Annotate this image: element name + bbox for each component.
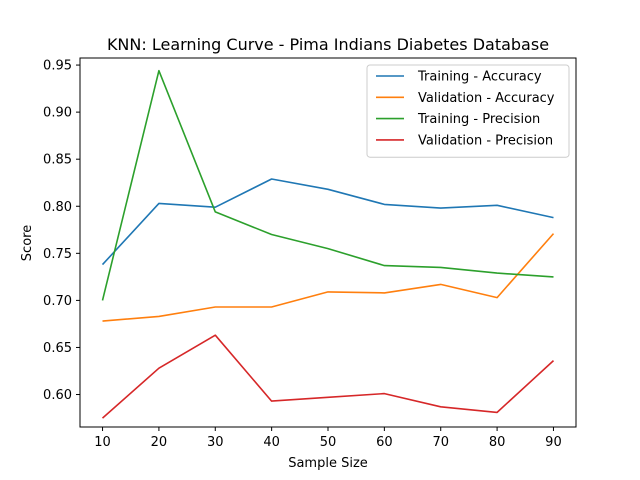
series-line-1 (101, 178, 554, 266)
chart-title: KNN: Learning Curve - Pima Indians Diabe… (107, 35, 549, 54)
y-axis-label: Score (20, 225, 35, 261)
x-tick-label: 30 (207, 435, 224, 450)
series-line-2 (102, 233, 555, 322)
y-tick-label: 0.90 (43, 106, 72, 121)
legend-label: Validation - Precision (418, 133, 553, 148)
y-tick-label: 0.70 (43, 294, 72, 309)
x-tick-label: 20 (151, 435, 168, 450)
x-tick-label: 80 (489, 435, 506, 450)
legend-label: Training - Precision (417, 112, 540, 127)
series-line-3 (101, 69, 554, 301)
y-axis: 0.60 0.65 0.70 0.75 0.80 0.85 0.90 0.95 (43, 59, 80, 403)
legend-label: Training - Accuracy (417, 70, 542, 85)
y-tick-label: 0.95 (43, 59, 72, 74)
y-tick-label: 0.85 (43, 153, 72, 168)
legend: Training - Accuracy Validation - Accuracy… (366, 64, 570, 158)
x-tick-label: 90 (545, 435, 562, 450)
x-tick-label: 70 (432, 435, 449, 450)
x-tick-label: 50 (320, 435, 337, 450)
y-tick-label: 0.80 (43, 200, 72, 215)
legend-label: Validation - Accuracy (418, 91, 555, 106)
y-tick-label: 0.60 (43, 388, 72, 403)
x-tick-label: 10 (94, 435, 111, 450)
y-tick-label: 0.65 (43, 341, 72, 356)
legend-box (366, 64, 570, 158)
series-layer (101, 69, 555, 419)
series-line-4 (101, 334, 555, 419)
y-tick-label: 0.75 (43, 247, 72, 262)
x-tick-label: 60 (376, 435, 393, 450)
x-tick-label: 40 (263, 435, 280, 450)
x-axis-label: Sample Size (288, 456, 368, 471)
x-axis: 10 20 30 40 50 60 70 80 90 (94, 427, 562, 450)
